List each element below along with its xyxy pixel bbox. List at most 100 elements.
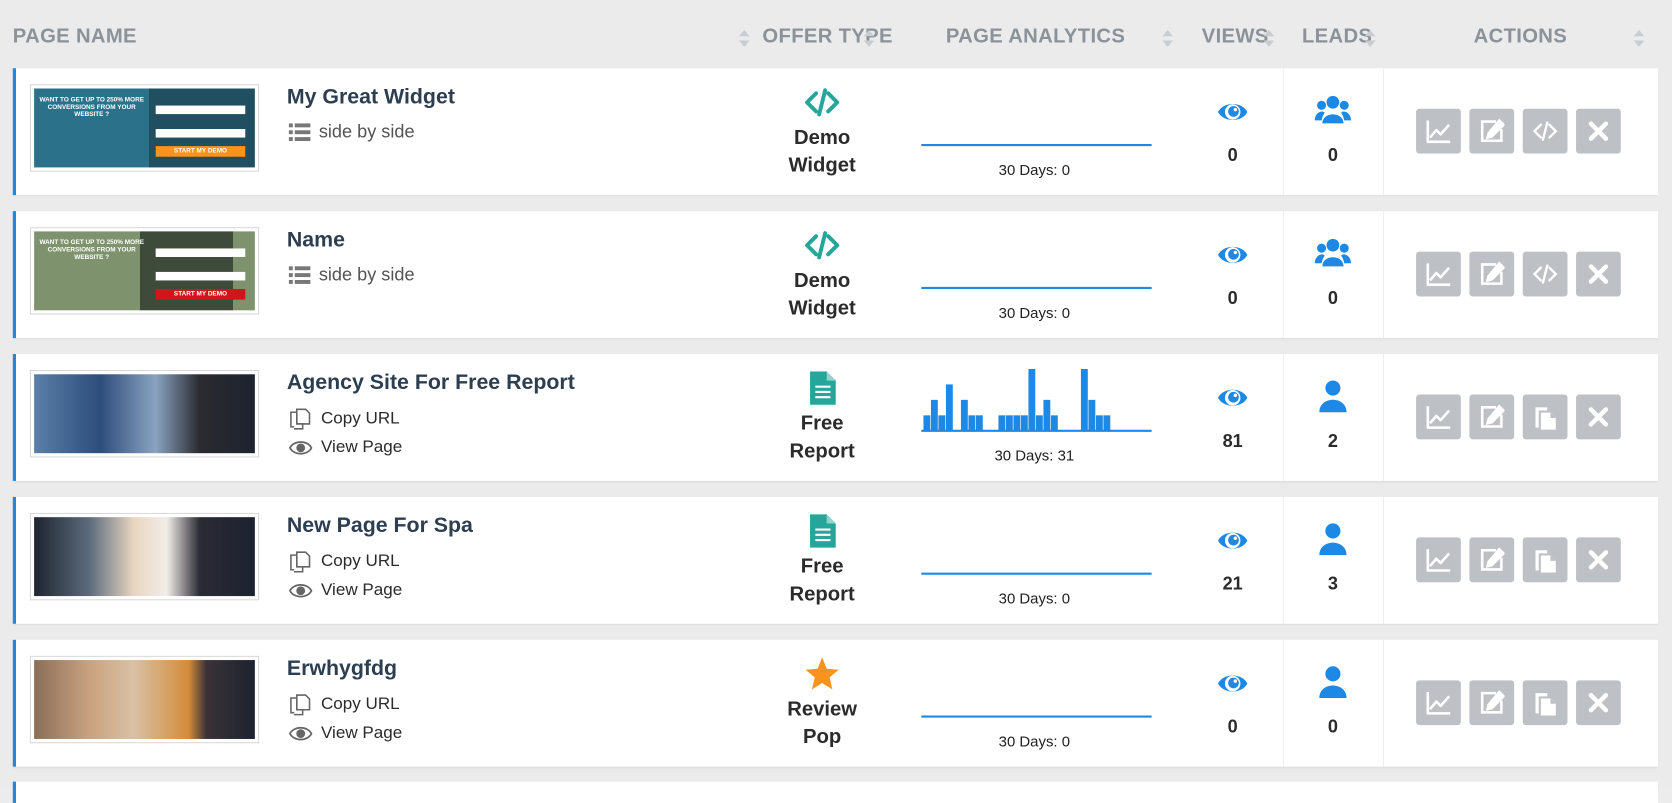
page-link[interactable]: View Page [287,436,402,459]
action-button[interactable] [1469,251,1515,297]
action-button[interactable] [1522,251,1568,297]
action-icon-part [1480,261,1505,285]
action-icon-part [1428,552,1451,568]
action-icon [1532,121,1558,141]
column-header[interactable]: ACTIONS [1473,25,1568,48]
page-link[interactable]: Copy URL [287,693,400,716]
action-button[interactable] [1522,537,1568,583]
sparkline-bar [945,384,953,431]
divider [1383,354,1385,481]
action-button[interactable] [1576,680,1621,726]
action-button[interactable] [1522,680,1568,726]
view-icon [288,726,313,741]
action-button[interactable] [1416,394,1461,440]
action-icon [1532,264,1558,284]
views-count: 0 [1227,716,1238,737]
action-icon-part [1540,555,1556,573]
copy-icon-part [293,698,304,716]
action-button[interactable] [1416,251,1461,297]
offer-label: Demo Widget [788,269,856,320]
column-header[interactable]: PAGE NAME [12,25,137,48]
layout-label: side by side [318,264,415,285]
list-icon-part [294,137,311,142]
action-button[interactable] [1469,537,1515,583]
action-icon-part [1588,693,1609,713]
views-icon-part [1228,534,1239,546]
action-icon-part [1426,406,1451,429]
action-icon-part [1480,547,1505,571]
sparkline [921,368,1152,432]
action-button[interactable] [1416,680,1461,726]
action-icon-part [1532,266,1543,282]
sparkline [921,286,1152,289]
page-row: WANT TO GET UP TO 250% MORE CONVERSIONS … [12,68,1659,196]
leads-icon-part [1326,238,1340,252]
action-icon-part [1426,549,1451,572]
action-button[interactable] [1416,108,1461,154]
divider [1383,639,1385,767]
action-button[interactable] [1469,394,1515,440]
action-icon [1480,547,1505,571]
page-link[interactable]: Copy URL [287,550,400,573]
action-icon [1588,693,1609,713]
sort-icon [738,29,750,47]
action-icon-part [1535,407,1556,430]
views-count: 0 [1227,287,1238,309]
action-icon-part [1588,121,1609,141]
page-link[interactable]: Copy URL [287,407,400,430]
column-header[interactable]: OFFER TYPE [762,25,893,48]
action-button[interactable] [1576,108,1621,154]
page-title[interactable]: Erwhygfdg [286,656,398,681]
leads-icon-part [1314,95,1352,124]
copy-icon-part [293,413,304,430]
action-icon-part [1485,404,1505,426]
divider [1282,496,1284,624]
sparkline-bar [938,415,946,431]
list-icon-part [288,280,293,284]
leads-icon-part [1319,542,1347,556]
offer-icon [805,231,840,260]
action-button[interactable] [1469,680,1515,726]
column-header[interactable]: PAGE ANALYTICS [945,25,1126,48]
list-icon [288,123,311,142]
link-label: Copy URL [320,552,400,571]
view-icon-part [288,726,313,741]
offer-icon-part [810,371,836,405]
page-title[interactable]: Agency Site For Free Report [286,371,575,395]
page-title[interactable]: My Great Widget [286,85,455,109]
page-title[interactable]: Name [286,228,345,252]
views-icon-part [1233,250,1238,255]
action-button[interactable] [1576,251,1621,297]
page-link[interactable]: View Page [287,722,402,745]
action-icon-part [1535,550,1556,573]
action-icon-part [1426,549,1451,572]
sort-icon-part [863,40,875,47]
sparkline-bar [1103,415,1111,431]
action-button[interactable] [1522,108,1568,154]
action-button[interactable] [1576,394,1621,440]
column-header[interactable]: LEADS [1301,25,1373,48]
copy-icon [290,694,311,716]
leads-icon-part [1341,111,1352,121]
thumbnail-input [155,271,246,281]
action-button[interactable] [1416,537,1461,583]
action-icon-part [1548,123,1558,139]
layout-type: side by side [287,120,415,143]
action-button[interactable] [1522,394,1568,440]
page-link[interactable]: View Page [287,579,402,602]
leads-icon-part [1322,114,1344,124]
action-icon-part [1588,693,1609,713]
action-icon-part [1480,118,1505,143]
offer-icon-part [826,91,840,114]
action-button[interactable] [1576,537,1621,583]
offer-icon-part [805,91,819,114]
column-header[interactable]: VIEWS [1201,25,1269,48]
sparkline-bar [923,415,931,431]
action-button[interactable] [1469,108,1515,154]
list-icon [288,266,311,284]
leads-icon-part [1314,238,1352,267]
sparkline-bar [1013,415,1021,431]
action-icon-part [1550,412,1556,419]
page-title[interactable]: New Page For Spa [286,513,473,538]
